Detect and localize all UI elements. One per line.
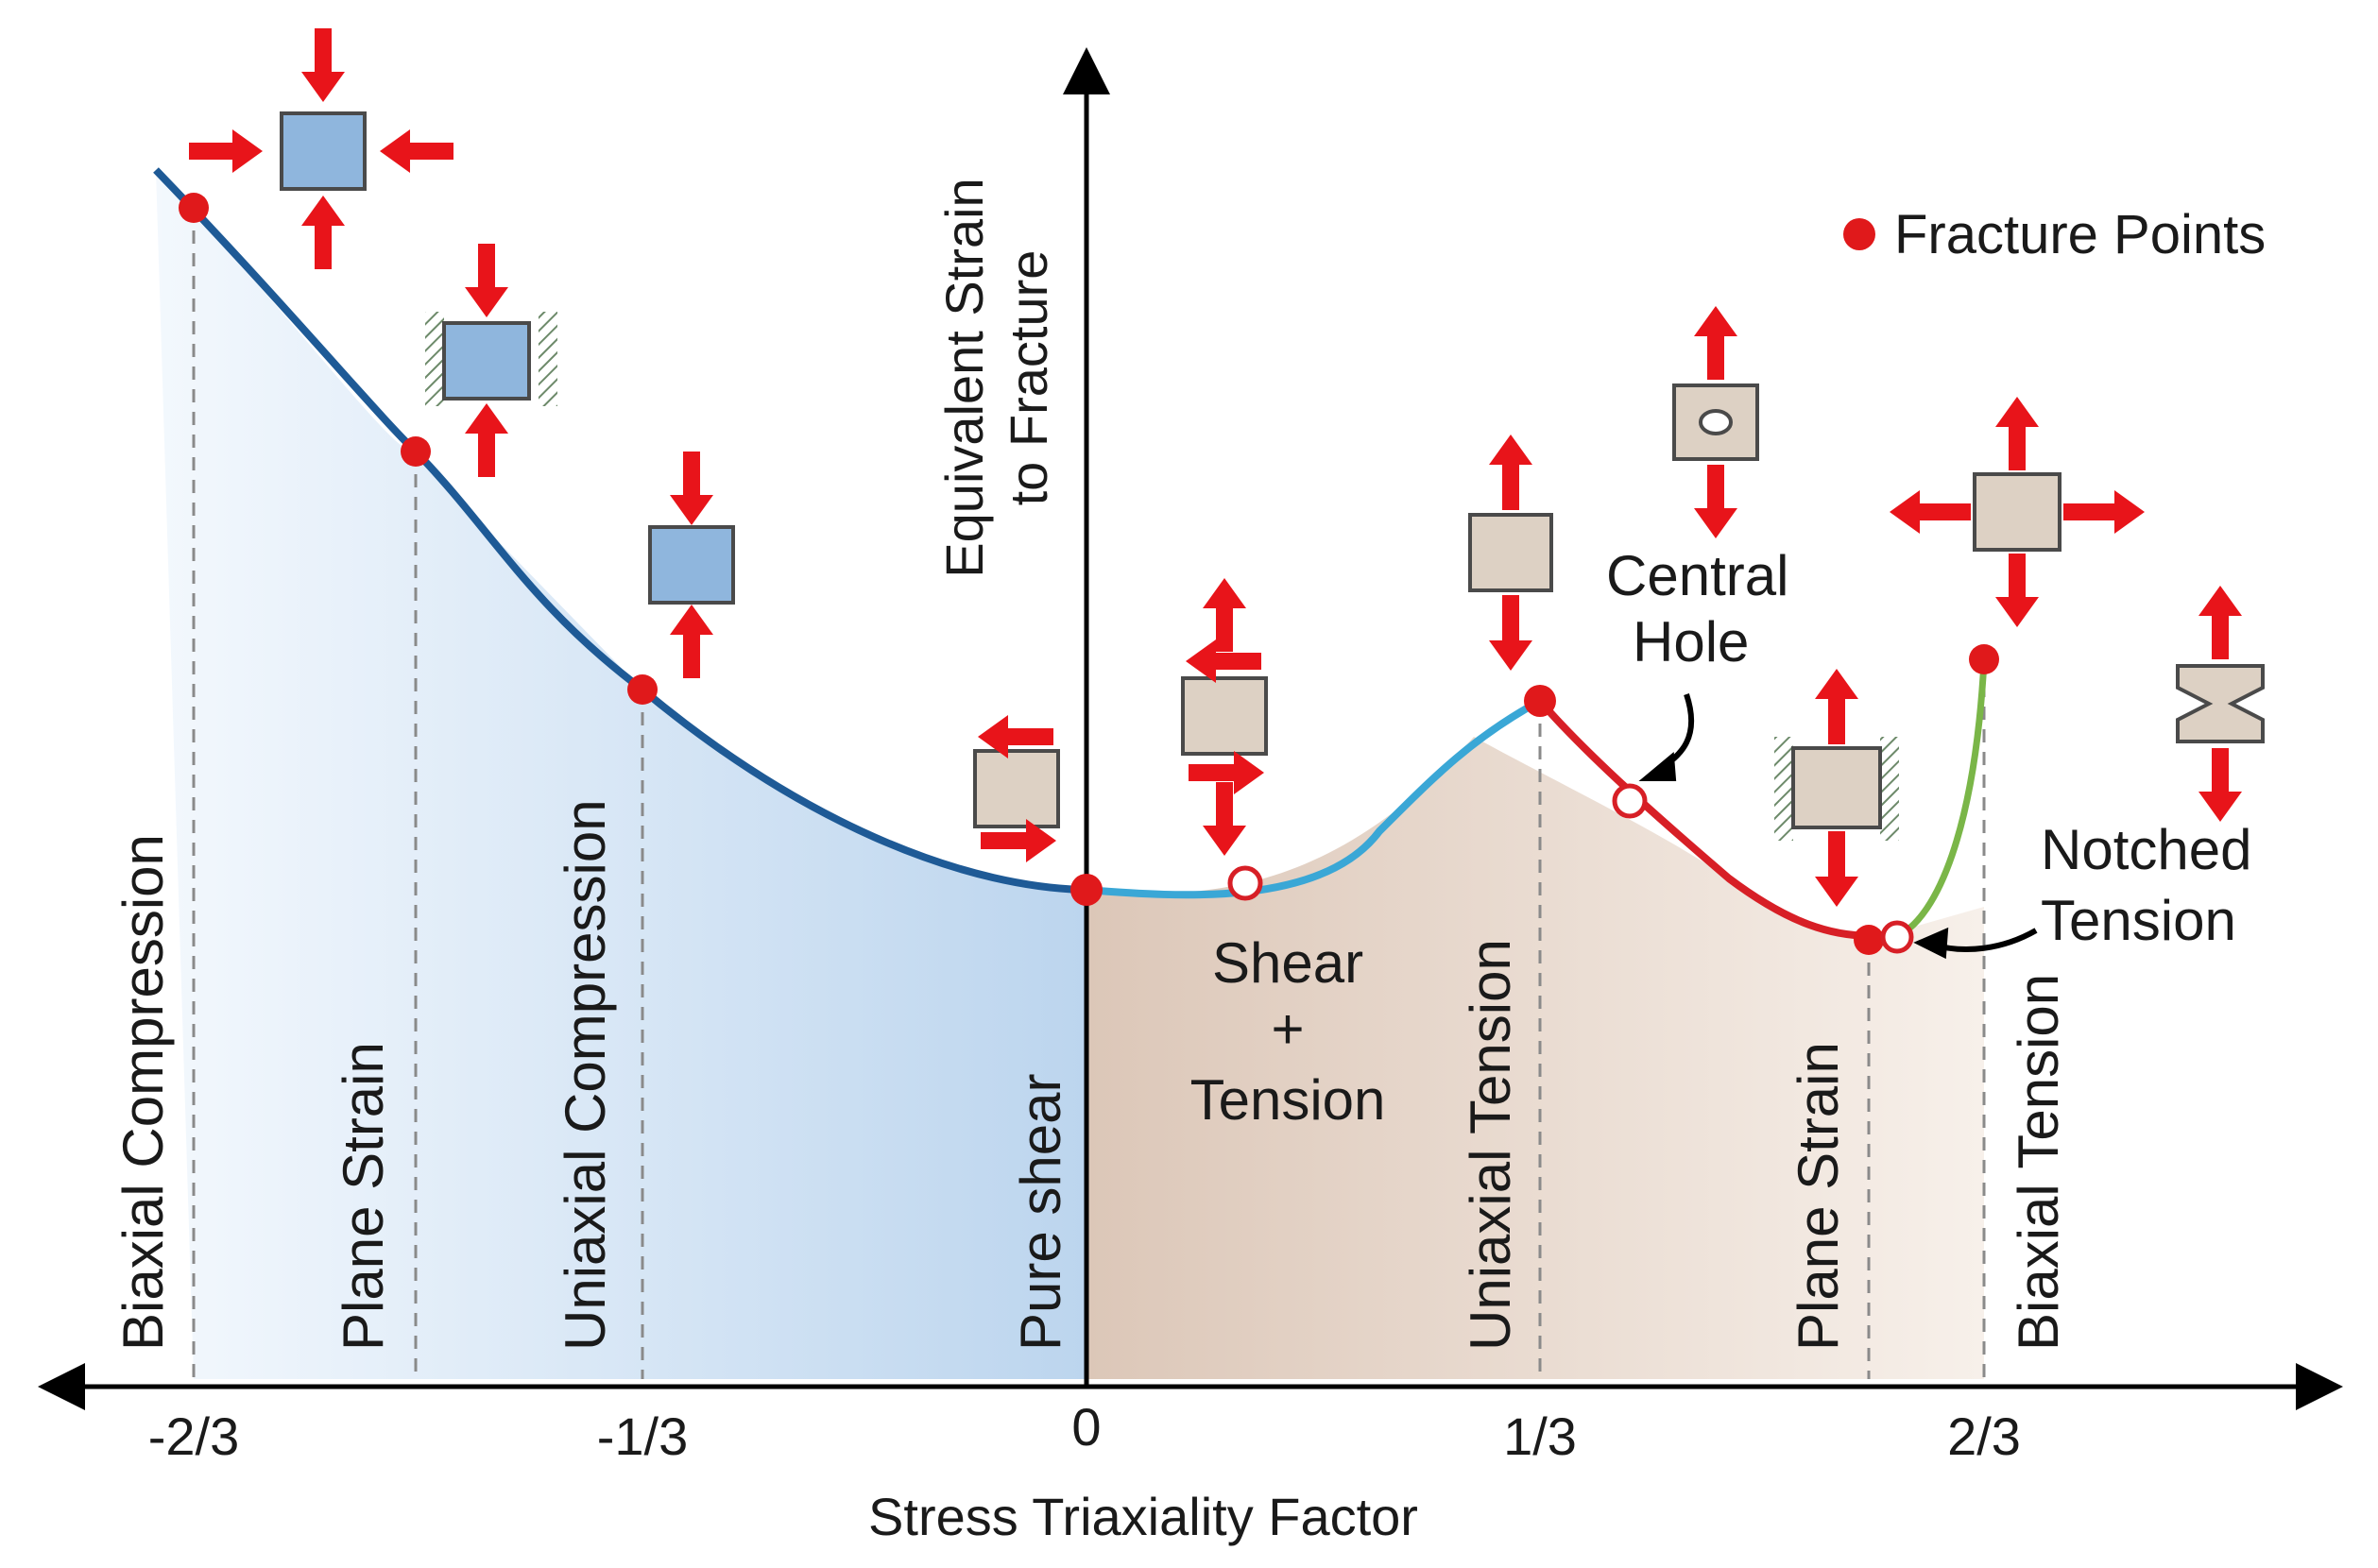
arrow-down-icon: [1815, 831, 1858, 907]
plane-strain-compression-box: [442, 321, 531, 401]
central-hole-icon: [1672, 306, 1759, 538]
svg-text:Shear: Shear: [1212, 931, 1363, 995]
legend-label: Fracture Points: [1894, 204, 2266, 265]
tension-curve: [1536, 698, 1886, 940]
fracture-point-biaxial-tension: [1969, 644, 1999, 674]
x-tick-labels: -2/3 -1/3 0 1/3 2/3: [148, 1397, 2021, 1466]
open-point-shear-tension: [1227, 865, 1263, 901]
biaxial-tension-icon: [1890, 397, 2145, 627]
guide-lines: [192, 208, 1986, 1379]
svg-text:Tension: Tension: [2041, 889, 2236, 952]
arrow-up-icon: [465, 403, 508, 477]
uniaxial-tension-icon: [1468, 435, 1553, 671]
arrow-down-icon: [2198, 748, 2242, 822]
arrow-up-icon: [1995, 397, 2039, 470]
biaxial-compression-box: [280, 111, 367, 191]
notched-specimen-shape: [2176, 664, 2265, 743]
open-point-notched-tension: [1880, 920, 1914, 954]
biaxial-tension-box: [1973, 472, 2062, 552]
arrow-right-icon: [1189, 751, 1264, 794]
fracture-point-plane-strain-compression: [401, 436, 431, 467]
svg-text:Hole: Hole: [1633, 610, 1749, 673]
arrow-down-icon: [1489, 595, 1532, 671]
compression-curve: [153, 167, 1087, 894]
x-tick-neg-two-thirds: -2/3: [148, 1406, 240, 1466]
arrow-down-icon: [465, 244, 508, 317]
arrow-up-icon: [301, 196, 345, 269]
arrow-up-icon: [1815, 669, 1858, 744]
x-tick-one-third: 1/3: [1503, 1406, 1577, 1466]
uniaxial-compression-icon: [648, 452, 735, 678]
arrow-right-icon: [189, 129, 263, 173]
label-uniaxial-tension: Uniaxial Tension: [1459, 939, 1522, 1351]
label-uniaxial-compression: Uniaxial Compression: [554, 799, 617, 1351]
compression-region: [156, 170, 1086, 1379]
arrow-right-icon: [2063, 490, 2145, 534]
x-axis-title: Stress Triaxiality Factor: [868, 1487, 1418, 1546]
plane-strain-tension-box: [1791, 746, 1882, 829]
fracture-point-pure-shear: [1070, 874, 1103, 906]
label-plane-strain-compression: Plane Strain: [332, 1042, 395, 1351]
arrow-left-icon: [1186, 639, 1261, 683]
label-biaxial-tension: Biaxial Tension: [2007, 974, 2070, 1351]
notched-tension-annotation: Notched Tension: [1913, 818, 2251, 960]
fracture-points: [179, 193, 1999, 955]
arrow-up-icon: [2198, 586, 2242, 659]
arrow-down-icon: [1203, 782, 1246, 856]
shear-tension-icon: [1181, 578, 1268, 856]
arrow-down-icon: [670, 452, 713, 525]
arrow-up-icon: [1694, 306, 1737, 380]
arrow-up-icon: [670, 605, 713, 678]
legend-marker: [1843, 218, 1875, 250]
x-tick-zero: 0: [1071, 1397, 1101, 1457]
notched-tension-curve: [1897, 660, 1988, 939]
legend: Fracture Points: [1843, 204, 2266, 265]
hole-icon: [1699, 409, 1733, 435]
plane-strain-compression-icon: [425, 244, 557, 477]
svg-text:to Fracture: to Fracture: [999, 250, 1058, 506]
shear-tension-label: Shear + Tension: [1190, 931, 1386, 1132]
arrow-left-icon: [1890, 490, 1971, 534]
central-hole-annotation: Central Hole: [1606, 544, 1788, 781]
fracture-point-uniaxial-tension: [1524, 685, 1556, 717]
plane-strain-tension-icon: [1774, 669, 1899, 907]
open-points: [1227, 783, 1914, 954]
uniaxial-tension-box: [1468, 513, 1553, 592]
svg-text:Tension: Tension: [1190, 1068, 1386, 1132]
arrow-left-icon: [978, 715, 1053, 758]
arrow-down-icon: [301, 28, 345, 102]
open-point-central-hole: [1612, 783, 1648, 819]
fracture-point-plane-strain-tension: [1854, 925, 1884, 955]
uniaxial-compression-box: [648, 525, 735, 605]
biaxial-compression-icon: [189, 28, 453, 269]
label-plane-strain-tension: Plane Strain: [1787, 1042, 1850, 1351]
x-tick-two-thirds: 2/3: [1947, 1406, 2021, 1466]
arrow-left-icon: [380, 129, 453, 173]
arrow-up-icon: [1203, 578, 1246, 652]
notched-specimen-icon: [2176, 586, 2265, 822]
arrow-up-icon: [1489, 435, 1532, 510]
fracture-point-biaxial-compression: [179, 193, 209, 223]
tension-region: [1086, 737, 1984, 1379]
arrow-down-icon: [1694, 465, 1737, 538]
x-tick-neg-one-third: -1/3: [597, 1406, 689, 1466]
shear-tension-box: [1181, 676, 1268, 756]
svg-text:Notched: Notched: [2041, 818, 2251, 881]
svg-text:Equivalent Strain: Equivalent Strain: [934, 178, 994, 577]
label-biaxial-compression: Biaxial Compression: [111, 834, 175, 1351]
pure-shear-box: [973, 749, 1060, 828]
arrow-right-icon: [981, 819, 1056, 862]
arrow-down-icon: [1995, 554, 2039, 627]
label-pure-shear: Pure shear: [1009, 1074, 1072, 1352]
svg-text:+: +: [1271, 997, 1304, 1061]
fracture-point-uniaxial-compression: [627, 674, 658, 705]
axes: [38, 47, 2343, 1410]
pure-shear-icon: [973, 715, 1060, 862]
svg-text:Central: Central: [1606, 544, 1788, 607]
y-axis-title: Equivalent Strain to Fracture: [934, 178, 1058, 577]
stress-state-icons: [189, 28, 2265, 907]
shear-curve: [1086, 697, 1542, 899]
